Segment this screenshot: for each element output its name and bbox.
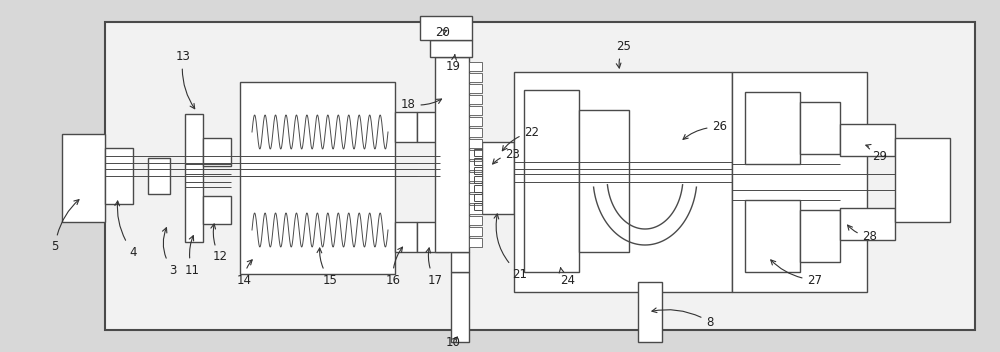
Bar: [417, 222, 449, 252]
Bar: [469, 117, 482, 126]
Bar: [482, 142, 514, 214]
Bar: [469, 194, 482, 203]
Text: 20: 20: [436, 25, 450, 38]
Bar: [524, 90, 579, 272]
Bar: [417, 112, 449, 142]
Bar: [840, 208, 895, 240]
Bar: [469, 205, 482, 214]
Bar: [469, 161, 482, 170]
Bar: [469, 227, 482, 236]
Text: 27: 27: [771, 260, 822, 287]
Bar: [469, 172, 482, 181]
Bar: [745, 200, 800, 272]
Bar: [895, 138, 950, 222]
Bar: [469, 128, 482, 137]
Bar: [435, 57, 469, 252]
Bar: [451, 252, 469, 272]
Text: 28: 28: [848, 225, 877, 244]
Bar: [469, 139, 482, 148]
Text: 19: 19: [446, 55, 460, 74]
Bar: [430, 40, 472, 57]
Bar: [420, 16, 472, 40]
Bar: [469, 106, 482, 115]
Bar: [469, 73, 482, 82]
Text: 29: 29: [866, 144, 888, 163]
Text: 23: 23: [493, 147, 520, 164]
Bar: [469, 238, 482, 247]
Text: 25: 25: [616, 40, 631, 68]
Bar: [469, 183, 482, 192]
Text: 5: 5: [51, 200, 79, 253]
Text: 17: 17: [426, 248, 442, 287]
Bar: [469, 62, 482, 71]
Text: 4: 4: [115, 201, 137, 258]
Text: 15: 15: [317, 248, 337, 287]
Bar: [105, 22, 975, 330]
Text: 13: 13: [176, 50, 195, 109]
Text: 16: 16: [386, 247, 403, 287]
Bar: [514, 72, 732, 292]
Text: 14: 14: [237, 260, 252, 287]
Text: 21: 21: [494, 214, 528, 281]
Bar: [185, 114, 203, 242]
Bar: [105, 148, 133, 204]
Bar: [62, 134, 105, 222]
Text: 3: 3: [162, 228, 177, 277]
Bar: [395, 112, 417, 142]
Text: 24: 24: [559, 268, 576, 287]
Text: 10: 10: [446, 335, 460, 348]
Bar: [203, 138, 231, 166]
Text: 8: 8: [652, 308, 714, 328]
Bar: [469, 95, 482, 104]
Bar: [840, 124, 895, 156]
Bar: [800, 102, 840, 154]
Bar: [469, 84, 482, 93]
Text: 18: 18: [401, 98, 442, 111]
Bar: [148, 158, 170, 194]
Text: 22: 22: [502, 126, 540, 151]
Bar: [395, 222, 417, 252]
Bar: [469, 216, 482, 225]
Bar: [745, 92, 800, 164]
Text: 12: 12: [211, 224, 228, 264]
Bar: [579, 110, 629, 252]
Bar: [638, 282, 662, 342]
Text: 11: 11: [184, 235, 200, 277]
Bar: [800, 210, 840, 262]
Bar: [240, 82, 395, 274]
Bar: [203, 196, 231, 224]
Bar: [732, 72, 867, 292]
Text: 26: 26: [683, 120, 728, 139]
Bar: [451, 272, 469, 342]
Bar: [469, 150, 482, 159]
